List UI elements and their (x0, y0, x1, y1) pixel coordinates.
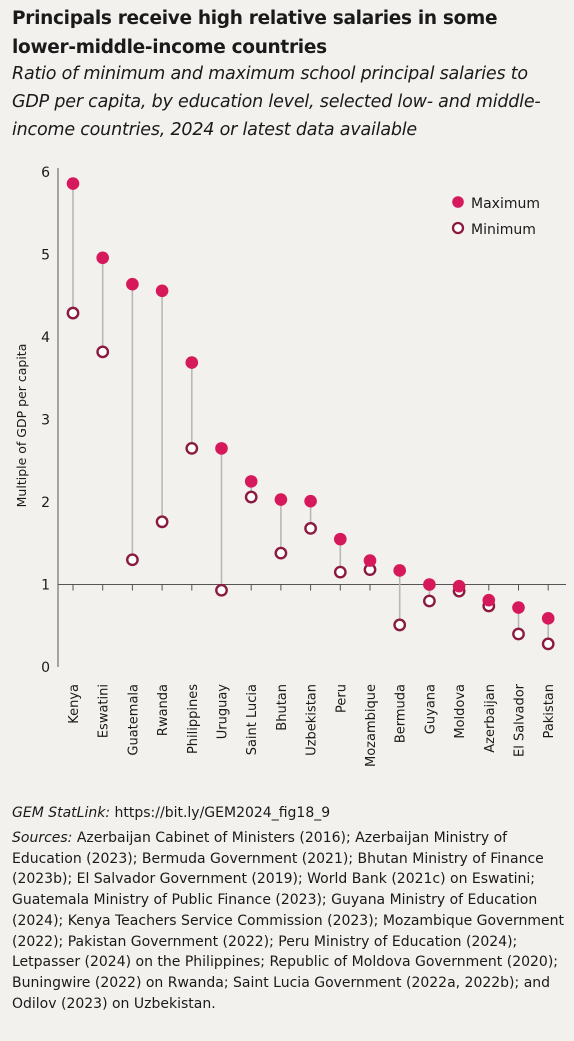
maximum-point (423, 578, 436, 591)
y-tick-label: 1 (41, 578, 50, 594)
chart-title: Principals receive high relative salarie… (12, 8, 498, 58)
maximum-point (363, 554, 377, 567)
minimum-point (96, 345, 110, 359)
maximum-point (304, 494, 317, 508)
maximum-point (155, 284, 169, 298)
x-category-label: Bermuda (394, 684, 409, 743)
maximum-point (334, 532, 347, 546)
x-category-label: Mozambique (364, 684, 379, 767)
x-category-label: Pakistan (542, 684, 557, 738)
minimum-point (333, 565, 347, 579)
sources-note: Sources: Azerbaijan Cabinet of Ministers… (12, 828, 564, 1014)
legend-maximum-label: Maximum (471, 196, 540, 212)
maximum-point (244, 475, 258, 488)
x-category-label: Guyana (423, 684, 438, 734)
maximum-point (215, 442, 228, 455)
statlink-label: GEM StatLink: (12, 805, 111, 821)
y-tick-label: 0 (41, 660, 50, 676)
x-category-label: Bhutan (275, 684, 290, 731)
maximum-point (126, 277, 139, 291)
minimum-point (215, 583, 228, 597)
y-tick-label: 5 (41, 248, 50, 264)
x-category-label: Moldova (453, 684, 468, 739)
legend-maximum-marker (452, 196, 464, 208)
minimum-point (541, 637, 555, 651)
minimum-point (66, 306, 80, 320)
y-tick-label: 4 (41, 330, 50, 346)
legend-minimum-marker (451, 221, 465, 235)
x-category-label: Philippines (186, 684, 201, 754)
x-category-label: Uruguay (216, 684, 231, 740)
sources-label: Sources: (12, 830, 73, 846)
minimum-point (125, 553, 139, 567)
statlink-url[interactable]: https://bit.ly/GEM2024_fig18_9 (114, 805, 331, 821)
chart-subtitle: Ratio of minimum and maximum school prin… (12, 64, 541, 140)
maximum-point (274, 493, 288, 506)
x-category-label: El Salvador (513, 683, 528, 757)
maximum-point (512, 601, 525, 614)
maximum-point (452, 579, 466, 593)
x-category-label: Azerbaijan (483, 684, 498, 753)
statlink: GEM StatLink: https://bit.ly/GEM2024_fig… (12, 803, 564, 824)
maximum-point (185, 356, 199, 369)
maximum-point (66, 177, 80, 190)
maximum-point (393, 564, 407, 577)
legend-minimum-label: Minimum (471, 222, 536, 238)
x-category-label: Peru (334, 684, 349, 713)
maximum-point (96, 251, 109, 265)
y-tick-label: 6 (41, 165, 50, 181)
dumbbell-chart: 0 1 2 3 4 5 6 Multiple of GDP per capita Kenya Es… (14, 165, 566, 767)
minimum-point (274, 546, 288, 560)
minimum-point (512, 627, 525, 641)
x-category-label: Eswatini (97, 684, 112, 738)
minimum-point (155, 515, 169, 529)
x-category-label: Rwanda (156, 684, 171, 736)
x-category-label: Uzbekistan (305, 684, 320, 756)
x-category-label: Saint Lucia (245, 684, 260, 755)
y-tick-label: 2 (41, 495, 50, 511)
x-category-label: Guatemala (126, 684, 141, 756)
minimum-point (393, 618, 407, 632)
y-axis-label: Multiple of GDP per capita (14, 344, 29, 508)
minimum-point (422, 594, 436, 608)
maximum-point (541, 612, 555, 625)
x-category-label: Kenya (67, 684, 82, 724)
sources-text: Azerbaijan Cabinet of Ministers (2016); … (12, 830, 564, 1012)
maximum-point (482, 593, 496, 607)
minimum-point (244, 490, 258, 504)
minimum-point (185, 441, 199, 455)
minimum-point (304, 521, 317, 535)
y-tick-label: 3 (41, 413, 50, 429)
